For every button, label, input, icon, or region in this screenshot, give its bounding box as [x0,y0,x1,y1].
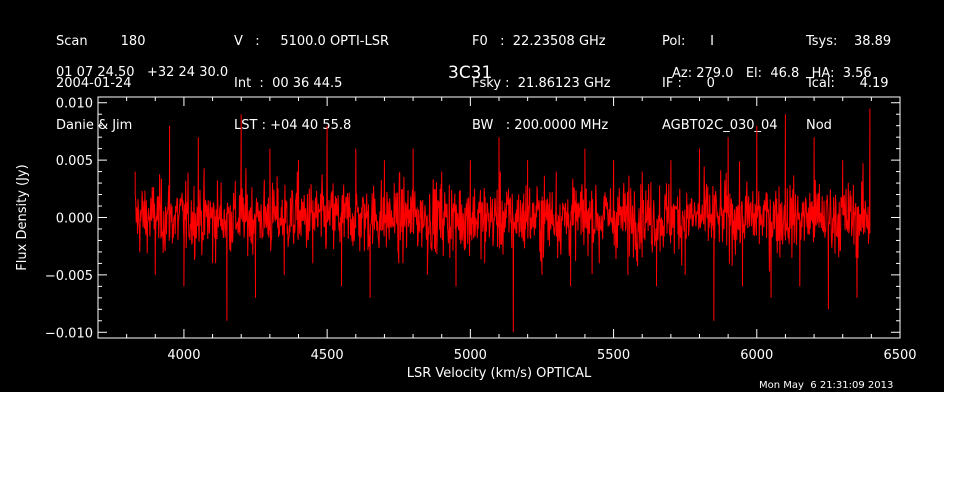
header-col-velocity: V : 5100.0 OPTI-LSR Int : 00 36 44.5 LST… [234,7,389,161]
f0-line: F0 : 22.23508 GHz [472,34,606,49]
x-tick-label: 6500 [883,348,916,363]
if-line: IF : 0 [662,76,715,91]
tcal-line: Tcal: 4.19 [806,76,889,91]
y-tick-label: 0.005 [56,154,93,169]
mode-line: Nod [806,118,832,133]
spectrum-trace [134,108,871,333]
x-tick-label: 5500 [597,348,630,363]
tsys-line: Tsys: 38.89 [806,34,892,49]
observer-line: Danie & Jim [56,118,133,133]
pol-line: Pol: I [662,34,714,49]
y-axis-title: Flux Density (Jy) [15,164,30,270]
y-tick-label: 0.010 [56,97,93,112]
date-line: 2004-01-24 [56,76,132,91]
spectrum-chart: 4000 4500 5000 5500 6000 6500 −0.010 −0.005 0.00… [15,96,917,381]
x-tick-label: 4500 [311,348,344,363]
fsky-line: Fsky : 21.86123 GHz [472,76,611,91]
y-tick-label: −0.005 [45,269,93,284]
y-tick-label: −0.010 [45,326,93,341]
trace-layer [134,108,871,333]
x-axis-title: LSR Velocity (km/s) OPTICAL [407,366,592,381]
x-tick-label: 4000 [167,348,200,363]
timestamp: Mon May 6 21:31:09 2013 [759,380,894,391]
pointing-info: Az: 279.0 El: 46.8 HA: 3.56 [672,66,872,81]
axes-layer [97,96,901,339]
velocity-line: V : 5100.0 OPTI-LSR [234,34,390,49]
header-col-polarization: Pol: I IF : 0 AGBT02C_030_04 [662,7,778,161]
header-col-frequency: F0 : 22.23508 GHz Fsky : 21.86123 GHz BW… [472,7,611,161]
scan-line: Scan 180 [56,34,146,49]
x-tick-label: 5000 [454,348,487,363]
header-col-system: Tsys: 38.89 Tcal: 4.19 Nod [806,7,891,161]
labels-layer: 4000 4500 5000 5500 6000 6500 −0.010 −0.005 0.00… [15,97,917,381]
x-tick-label: 6000 [740,348,773,363]
source-coordinates: 01 07 24.50 +32 24 30.0 [56,65,229,80]
bandwidth-line: BW : 200.0000 MHz [472,118,609,133]
source-name: 3C31 [448,63,493,83]
header-col-scan: Scan 180 2004-01-24 Danie & Jim [56,7,145,161]
lst-line: LST : +04 40 55.8 [234,118,352,133]
project-line: AGBT02C_030_04 [662,118,778,133]
integration-line: Int : 00 36 44.5 [234,76,343,91]
y-tick-label: 0.000 [56,212,93,227]
plot-panel: Scan 180 2004-01-24 Danie & Jim V : 5100… [0,0,944,392]
